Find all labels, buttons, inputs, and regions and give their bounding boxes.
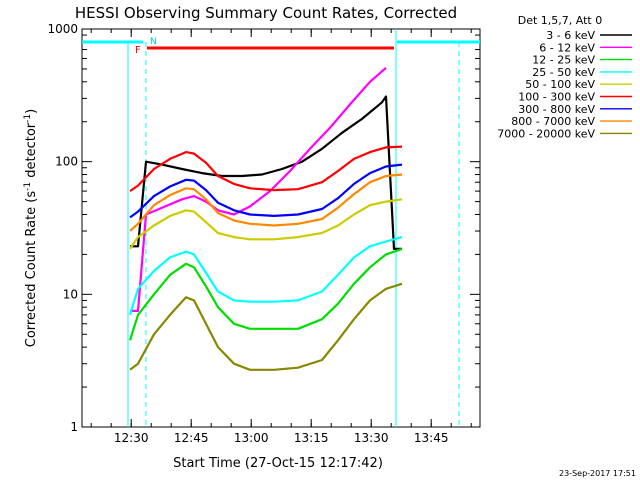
x-tick-label-1: 12:45	[174, 431, 209, 445]
legend-label-3-6-kev: 3 - 6 keV	[546, 29, 595, 42]
legend-label-12-25-kev: 12 - 25 keV	[532, 54, 595, 67]
series-line-6-12-kev	[130, 66, 387, 312]
legend-label-300-800-kev: 300 - 800 keV	[518, 103, 595, 116]
series-line-800-7000-kev	[129, 173, 403, 232]
y-tick-label-3: 1000	[47, 22, 78, 36]
series-line-25-50-kev	[128, 236, 403, 316]
y-tick-label-2: 100	[55, 155, 78, 169]
flags: F N	[82, 29, 480, 427]
series-line-50-100-kev	[129, 198, 403, 250]
legend-label-25-50-kev: 25 - 50 keV	[532, 66, 595, 79]
date-stamp: 23-Sep-2017 17:51	[559, 469, 636, 478]
y-axis-label: Corrected Count Rate (s-1 detector-1)	[23, 109, 39, 347]
x-axis-label: Start Time (27-Oct-15 12:17:42)	[173, 456, 383, 471]
series-line-3-6-kev	[130, 95, 402, 250]
legend-label-6-12-kev: 6 - 12 keV	[539, 41, 595, 54]
flare-marker: F	[135, 45, 141, 56]
chart-title: HESSI Observing Summary Count Rates, Cor…	[75, 4, 457, 22]
series-line-7000-20000-kev	[129, 282, 403, 371]
legend-label-800-7000-kev: 800 - 7000 keV	[511, 115, 595, 128]
legend-title: Det 1,5,7, Att 0	[518, 14, 602, 27]
series-group	[128, 66, 403, 371]
x-axis: 12:30 12:45 13:00 13:15 13:30 13:45	[90, 29, 472, 445]
legend-label-50-100-kev: 50 - 100 keV	[525, 78, 595, 91]
x-tick-label-4: 13:30	[354, 431, 389, 445]
series-line-300-800-kev	[129, 163, 403, 219]
x-tick-label-3: 13:15	[294, 431, 329, 445]
x-tick-label-5: 13:45	[414, 431, 449, 445]
y-axis: 1 10 100 1000	[47, 22, 480, 434]
legend-label-7000-20000-kev: 7000 - 20000 keV	[497, 127, 595, 140]
legend-label-100-300-kev: 100 - 300 keV	[518, 91, 595, 104]
y-tick-label-1: 10	[63, 287, 78, 301]
night-marker: N	[150, 37, 157, 47]
series-line-12-25-kev	[128, 247, 403, 341]
x-tick-label-0: 12:30	[114, 431, 149, 445]
x-tick-label-2: 13:00	[234, 431, 269, 445]
y-tick-label-0: 1	[70, 420, 78, 434]
series-line-100-300-kev	[129, 145, 403, 193]
plot-frame	[81, 28, 481, 428]
